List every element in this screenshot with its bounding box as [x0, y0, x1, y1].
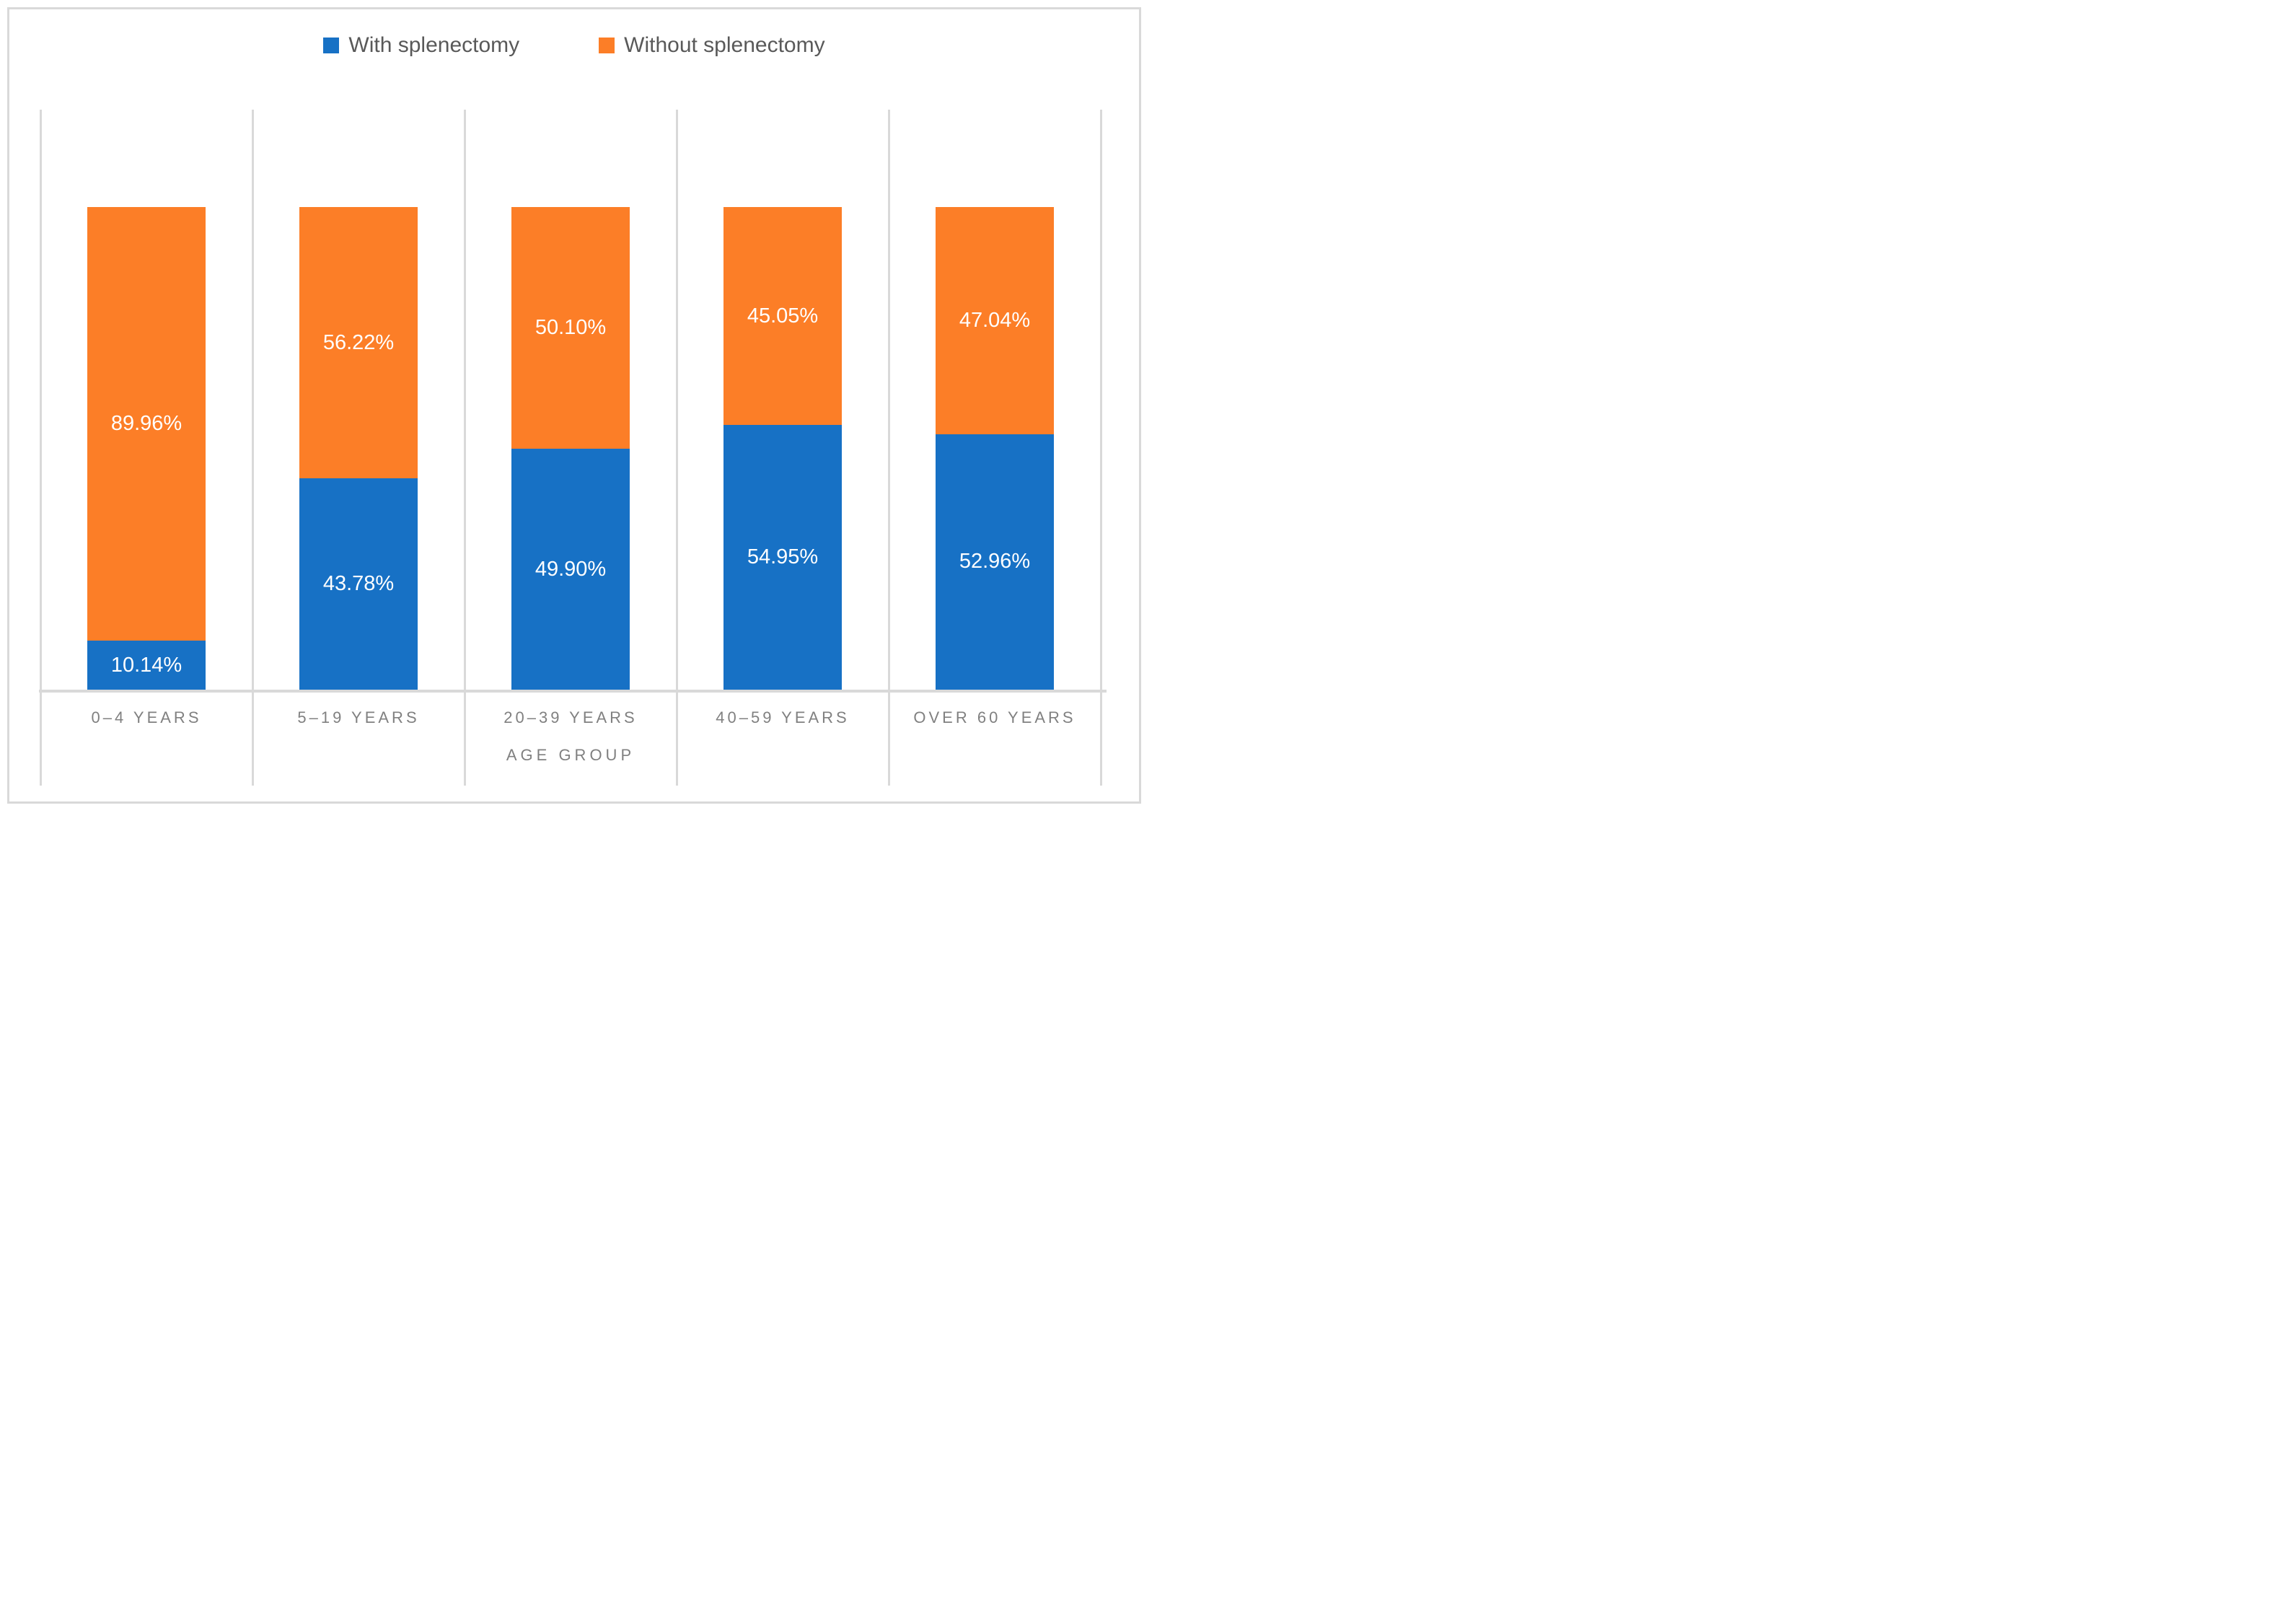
category-slot: 45.05% 54.95% [677, 110, 889, 690]
legend-label-without-splenectomy: Without splenectomy [624, 33, 825, 57]
data-label: 47.04% [959, 309, 1031, 333]
data-label: 52.96% [959, 550, 1031, 574]
data-label: 50.10% [535, 316, 607, 340]
data-label: 43.78% [322, 572, 395, 596]
plot-area: 89.96% 10.14% 56.22% 43.78% 50.10% 49.90% 45.0… [39, 110, 1107, 786]
legend-item-without-splenectomy: Without splenectomy [599, 33, 825, 58]
gridline [887, 110, 890, 786]
bar-segment: 43.78% [299, 478, 418, 690]
category-axis-line [39, 690, 1107, 693]
stacked-bar: 47.04% 52.96% [935, 207, 1055, 690]
bar-segment: 45.05% [723, 207, 843, 425]
bar-segment: 50.10% [511, 207, 630, 449]
legend-item-with-splenectomy: With splenectomy [323, 33, 519, 58]
gridline [251, 110, 254, 786]
data-label: 56.22% [322, 330, 395, 354]
category-slot: 47.04% 52.96% [889, 110, 1101, 690]
data-label: 49.90% [535, 557, 607, 581]
bar-segment: 56.22% [299, 207, 418, 479]
data-label: 54.95% [747, 545, 819, 568]
category-slot: 56.22% 43.78% [252, 110, 465, 690]
data-label: 10.14% [110, 653, 182, 677]
category-label: 5–19 YEARS [297, 708, 420, 726]
legend-swatch-without-splenectomy-icon [599, 38, 615, 53]
chart-canvas: With splenectomy Without splenectomy 89.… [0, 0, 1148, 811]
category-slot: 50.10% 49.90% [465, 110, 677, 690]
stacked-bar: 50.10% 49.90% [511, 207, 630, 690]
category-label: 40–59 YEARS [716, 708, 850, 726]
stacked-bar: 56.22% 43.78% [299, 207, 418, 690]
legend-label-with-splenectomy: With splenectomy [348, 33, 520, 57]
gridline [675, 110, 678, 786]
gridline [39, 110, 42, 786]
x-axis-title: AGE GROUP [506, 746, 635, 764]
category-slot: 89.96% 10.14% [40, 110, 252, 690]
bar-segment: 89.96% [87, 207, 206, 641]
category-label: OVER 60 YEARS [913, 708, 1076, 726]
data-label: 45.05% [747, 304, 819, 328]
data-label: 89.96% [110, 412, 182, 436]
gridline [1099, 110, 1102, 786]
stacked-bar: 89.96% 10.14% [87, 207, 206, 690]
bar-segment: 52.96% [935, 434, 1055, 690]
bars-container: 89.96% 10.14% 56.22% 43.78% 50.10% 49.90% 45.0… [40, 110, 1101, 690]
category-label: 20–39 YEARS [503, 708, 638, 726]
gridline [463, 110, 466, 786]
bar-segment: 47.04% [935, 207, 1055, 434]
legend: With splenectomy Without splenectomy [0, 33, 1148, 58]
legend-swatch-with-splenectomy-icon [323, 38, 340, 53]
chart-border-frame [7, 7, 1141, 804]
category-label-row: 0–4 YEARS 5–19 YEARS 20–39 YEARS 40–59 YEAR… [40, 693, 1101, 743]
stacked-bar: 45.05% 54.95% [723, 207, 843, 690]
bar-segment: 10.14% [87, 641, 206, 690]
bar-segment: 49.90% [511, 449, 630, 690]
bar-segment: 54.95% [723, 424, 843, 690]
category-label: 0–4 YEARS [91, 708, 202, 726]
